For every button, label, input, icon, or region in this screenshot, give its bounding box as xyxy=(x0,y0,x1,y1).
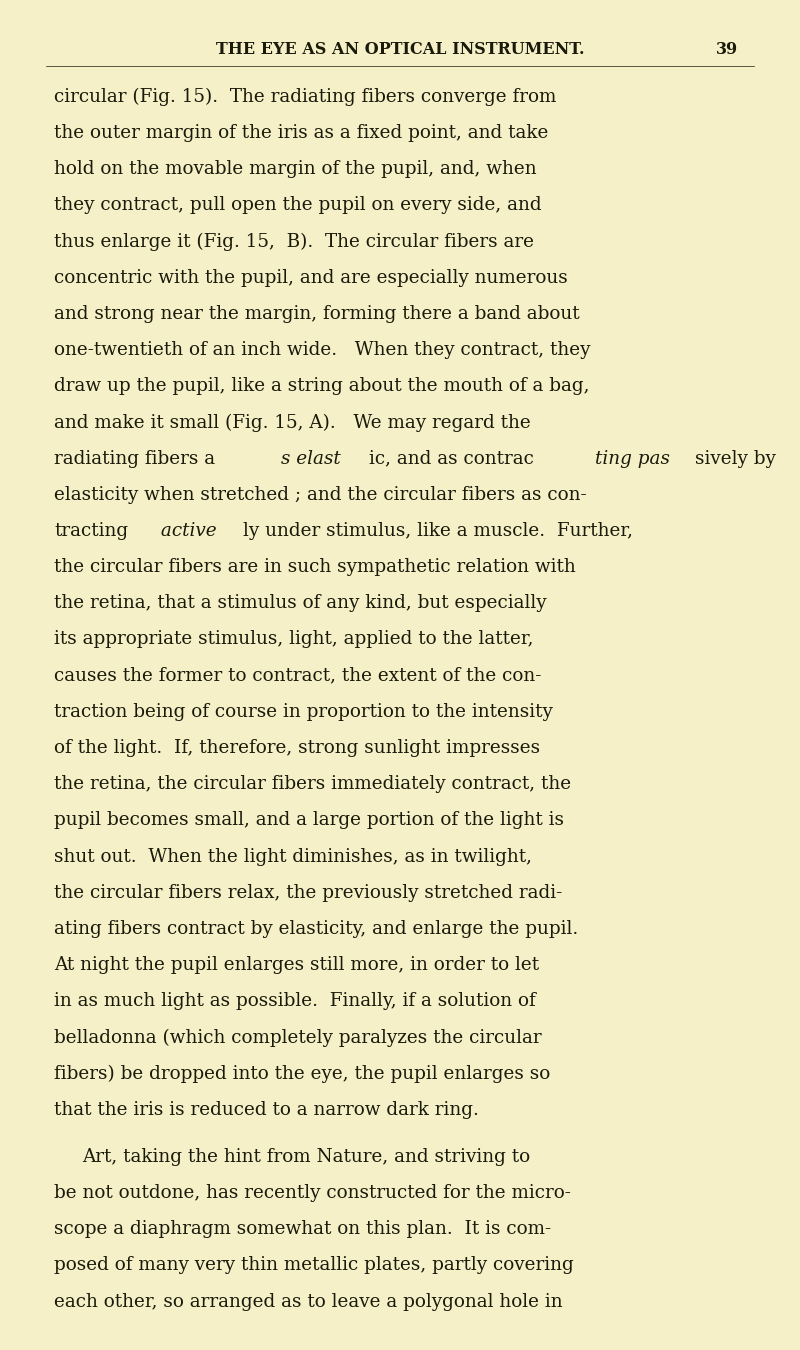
Text: 39: 39 xyxy=(715,42,738,58)
Text: its appropriate stimulus, light, applied to the latter,: its appropriate stimulus, light, applied… xyxy=(54,630,534,648)
Text: sively by: sively by xyxy=(695,450,776,467)
Text: scope a diaphragm somewhat on this plan.  It is com-: scope a diaphragm somewhat on this plan.… xyxy=(54,1220,551,1238)
Text: thus enlarge it (Fig. 15,  B).  The circular fibers are: thus enlarge it (Fig. 15, B). The circul… xyxy=(54,232,534,251)
Text: shut out.  When the light diminishes, as in twilight,: shut out. When the light diminishes, as … xyxy=(54,848,533,865)
Text: s elast: s elast xyxy=(281,450,340,467)
Text: they contract, pull open the pupil on every side, and: they contract, pull open the pupil on ev… xyxy=(54,196,542,215)
Text: At night the pupil enlarges still more, in order to let: At night the pupil enlarges still more, … xyxy=(54,956,539,975)
Text: and make it small (Fig. 15, A).   We may regard the: and make it small (Fig. 15, A). We may r… xyxy=(54,413,531,432)
Text: hold on the movable margin of the pupil, and, when: hold on the movable margin of the pupil,… xyxy=(54,161,537,178)
Text: ating fibers contract by elasticity, and enlarge the pupil.: ating fibers contract by elasticity, and… xyxy=(54,919,578,938)
Text: ic, and as contrac: ic, and as contrac xyxy=(369,450,534,467)
Text: belladonna (which completely paralyzes the circular: belladonna (which completely paralyzes t… xyxy=(54,1029,542,1046)
Text: Art, taking the hint from Nature, and striving to: Art, taking the hint from Nature, and st… xyxy=(82,1148,530,1166)
Text: the outer margin of the iris as a fixed point, and take: the outer margin of the iris as a fixed … xyxy=(54,124,549,142)
Text: ting pas: ting pas xyxy=(594,450,670,467)
Text: elasticity when stretched ; and the circular fibers as con-: elasticity when stretched ; and the circ… xyxy=(54,486,587,504)
Text: of the light.  If, therefore, strong sunlight impresses: of the light. If, therefore, strong sunl… xyxy=(54,738,541,757)
Text: and strong near the margin, forming there a band about: and strong near the margin, forming ther… xyxy=(54,305,580,323)
Text: each other, so arranged as to leave a polygonal hole in: each other, so arranged as to leave a po… xyxy=(54,1292,563,1311)
Text: ly under stimulus, like a muscle.  Further,: ly under stimulus, like a muscle. Furthe… xyxy=(243,522,633,540)
Text: posed of many very thin metallic plates, partly covering: posed of many very thin metallic plates,… xyxy=(54,1257,574,1274)
Text: traction being of course in proportion to the intensity: traction being of course in proportion t… xyxy=(54,703,554,721)
Text: one-twentieth of an inch wide.   When they contract, they: one-twentieth of an inch wide. When they… xyxy=(54,342,591,359)
Text: tracting: tracting xyxy=(54,522,129,540)
Text: active: active xyxy=(155,522,217,540)
Text: causes the former to contract, the extent of the con-: causes the former to contract, the exten… xyxy=(54,667,542,684)
Text: the retina, that a stimulus of any kind, but especially: the retina, that a stimulus of any kind,… xyxy=(54,594,547,613)
Text: THE EYE AS AN OPTICAL INSTRUMENT.: THE EYE AS AN OPTICAL INSTRUMENT. xyxy=(216,42,584,58)
Text: circular (Fig. 15).  The radiating fibers converge from: circular (Fig. 15). The radiating fibers… xyxy=(54,88,557,107)
Text: radiating fibers a: radiating fibers a xyxy=(54,450,215,467)
Text: fibers) be dropped into the eye, the pupil enlarges so: fibers) be dropped into the eye, the pup… xyxy=(54,1065,550,1083)
Text: concentric with the pupil, and are especially numerous: concentric with the pupil, and are espec… xyxy=(54,269,568,286)
Text: the circular fibers are in such sympathetic relation with: the circular fibers are in such sympathe… xyxy=(54,558,576,576)
Text: the circular fibers relax, the previously stretched radi-: the circular fibers relax, the previousl… xyxy=(54,884,562,902)
Text: that the iris is reduced to a narrow dark ring.: that the iris is reduced to a narrow dar… xyxy=(54,1100,479,1119)
Text: be not outdone, has recently constructed for the micro-: be not outdone, has recently constructed… xyxy=(54,1184,571,1202)
Text: the retina, the circular fibers immediately contract, the: the retina, the circular fibers immediat… xyxy=(54,775,571,794)
Text: in as much light as possible.  Finally, if a solution of: in as much light as possible. Finally, i… xyxy=(54,992,536,1010)
Text: pupil becomes small, and a large portion of the light is: pupil becomes small, and a large portion… xyxy=(54,811,565,829)
Text: draw up the pupil, like a string about the mouth of a bag,: draw up the pupil, like a string about t… xyxy=(54,377,590,396)
